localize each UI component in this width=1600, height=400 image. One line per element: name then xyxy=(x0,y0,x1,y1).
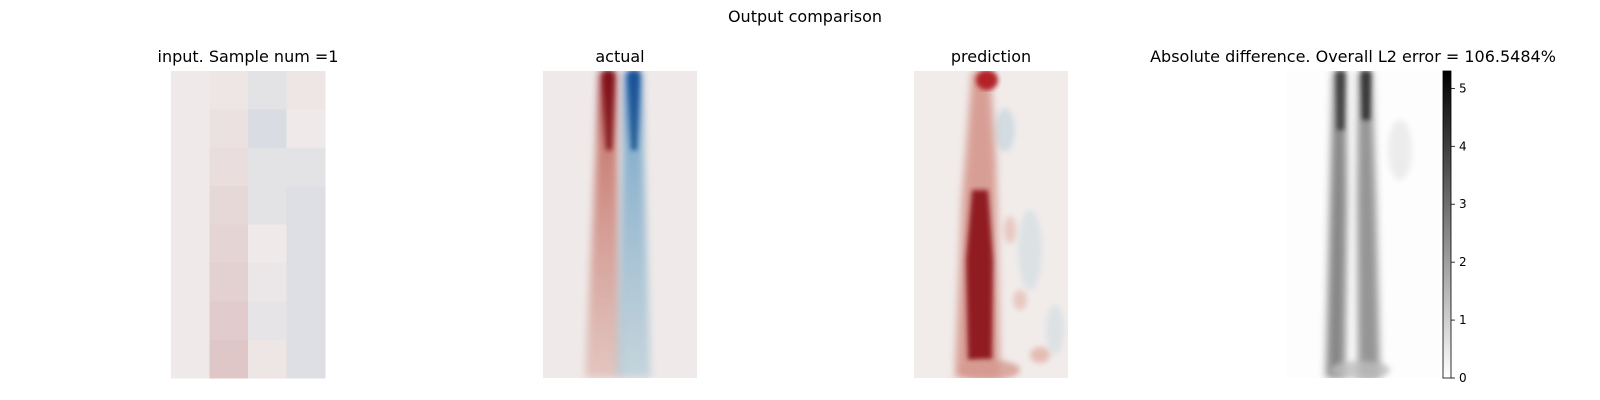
actual-positive-core xyxy=(604,71,613,150)
panel-input: input. Sample num =1 xyxy=(158,47,339,379)
actual-negative-band xyxy=(616,71,651,378)
prediction-negative-patch xyxy=(995,108,1015,152)
input-cell xyxy=(209,147,249,187)
panel-actual-title: actual xyxy=(595,47,644,66)
figure-title: Output comparison xyxy=(728,7,882,26)
input-cell xyxy=(286,224,326,264)
input-cell xyxy=(286,186,326,226)
input-cell xyxy=(286,109,326,149)
difference-left-band xyxy=(1326,71,1347,378)
prediction-positive-band-core xyxy=(966,190,993,360)
colorbar-tick-label: 2 xyxy=(1459,255,1467,269)
panel-difference: Absolute difference. Overall L2 error = … xyxy=(1150,47,1556,385)
input-cell xyxy=(248,109,287,149)
input-cell xyxy=(248,147,287,187)
colorbar-tick-label: 5 xyxy=(1459,81,1467,95)
input-cell xyxy=(171,71,210,110)
input-cell xyxy=(171,262,210,302)
difference-faint-patch xyxy=(1388,120,1412,180)
input-cell xyxy=(209,262,249,302)
input-cell xyxy=(171,339,210,379)
actual-heatmap xyxy=(543,71,697,378)
panel-prediction: prediction xyxy=(914,47,1068,378)
prediction-positive-patch xyxy=(1004,216,1016,244)
input-cell xyxy=(248,301,287,341)
input-cell xyxy=(248,71,287,110)
input-cell xyxy=(248,339,287,379)
input-cell xyxy=(171,186,210,226)
input-heatmap xyxy=(171,71,326,379)
input-cell xyxy=(209,71,249,110)
colorbar: 0 1 2 3 4 5 xyxy=(1442,70,1467,385)
colorbar-tick-label: 1 xyxy=(1459,313,1467,327)
colorbar-tick-label: 4 xyxy=(1459,139,1467,153)
colorbar-ticks: 0 1 2 3 4 5 xyxy=(1451,81,1467,385)
colorbar-tick-label: 0 xyxy=(1459,371,1467,385)
panel-difference-title: Absolute difference. Overall L2 error = … xyxy=(1150,47,1556,66)
input-cell xyxy=(209,186,249,226)
panel-actual: actual xyxy=(543,47,697,378)
difference-bottom-spread xyxy=(1330,361,1390,378)
difference-right-band xyxy=(1357,71,1380,378)
input-cell xyxy=(171,109,210,149)
prediction-top-hotspot xyxy=(976,71,998,90)
input-cell xyxy=(286,71,326,110)
difference-heatmap xyxy=(1286,71,1440,378)
difference-left-core xyxy=(1336,71,1345,130)
prediction-heatmap xyxy=(914,71,1068,378)
panel-prediction-title: prediction xyxy=(951,47,1031,66)
difference-right-core xyxy=(1361,71,1371,120)
input-cell xyxy=(209,339,249,379)
input-cell xyxy=(286,262,326,302)
actual-negative-core xyxy=(629,71,639,150)
input-cell xyxy=(209,224,249,264)
input-cell xyxy=(171,224,210,264)
input-cell xyxy=(171,147,210,187)
input-cell xyxy=(286,301,326,341)
colorbar-tick-label: 3 xyxy=(1459,197,1467,211)
colorbar-gradient xyxy=(1442,70,1452,379)
input-cell xyxy=(286,339,326,379)
input-cell xyxy=(171,301,210,341)
input-cell xyxy=(286,147,326,187)
prediction-bottom-spread xyxy=(960,360,1020,378)
input-cell xyxy=(248,224,287,264)
prediction-negative-patch xyxy=(1018,210,1042,290)
input-cell xyxy=(248,262,287,302)
prediction-negative-patch xyxy=(1046,305,1064,355)
prediction-positive-patch xyxy=(1030,347,1050,363)
input-cell xyxy=(209,301,249,341)
panel-input-title: input. Sample num =1 xyxy=(158,47,339,66)
prediction-positive-patch xyxy=(1013,290,1027,310)
input-cell xyxy=(209,109,249,149)
input-cell xyxy=(248,186,287,226)
